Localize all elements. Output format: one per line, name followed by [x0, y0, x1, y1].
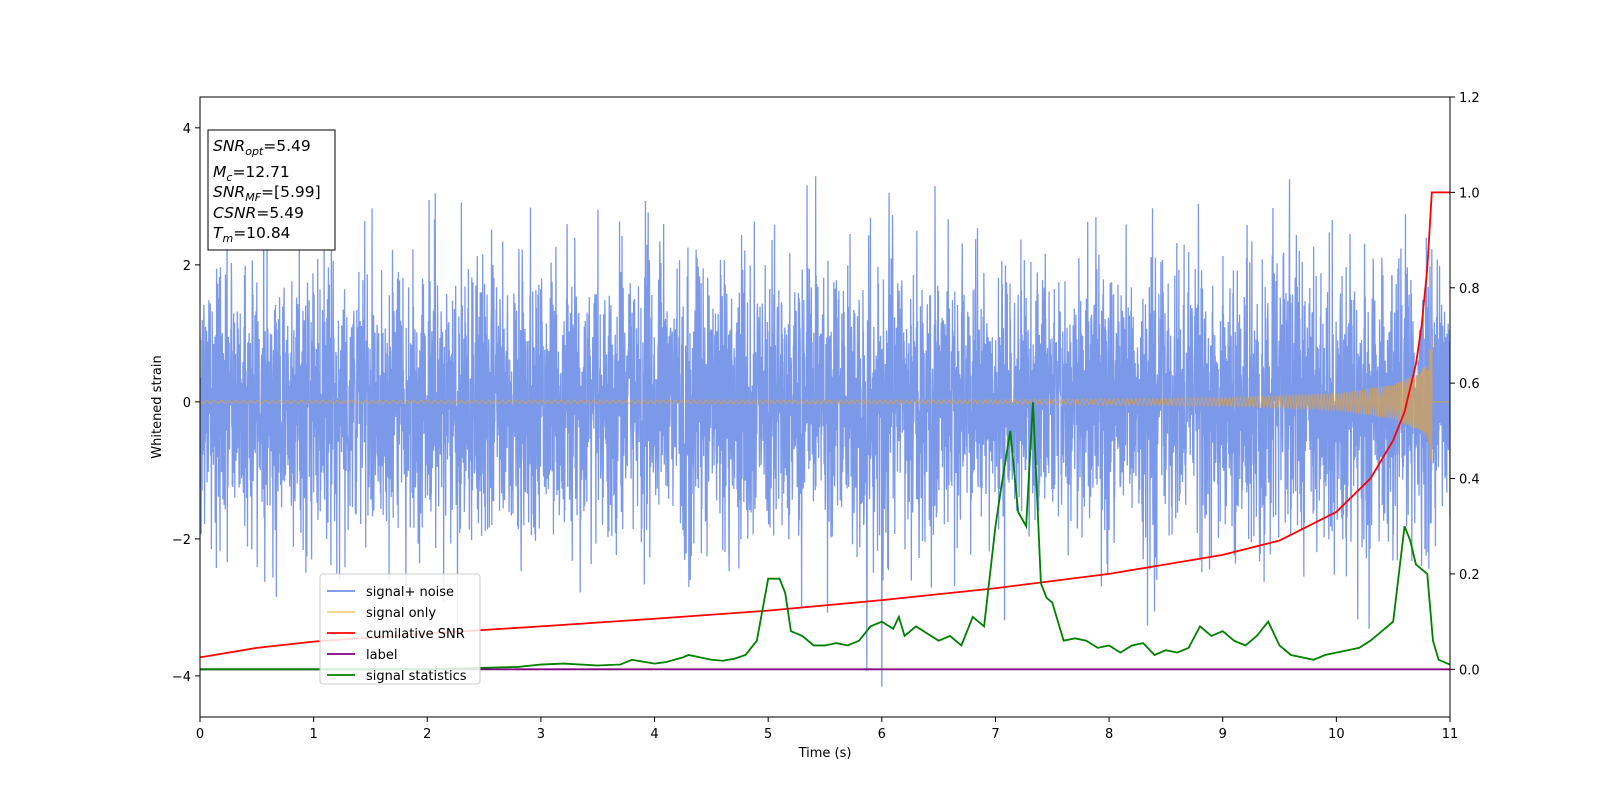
y-right-tick-label: 0.4: [1459, 473, 1480, 488]
annotation-line: SNRopt=5.49: [213, 137, 311, 158]
annotation-subscript: opt: [245, 145, 264, 158]
annotation-value: =10.84: [233, 224, 290, 242]
annotation-box: SNRopt=5.49Mc=12.71SNRMF=[5.99]CSNR=5.49…: [207, 129, 336, 251]
legend-label: signal only: [366, 606, 436, 621]
annotation-symbol: M: [213, 163, 226, 181]
annotation-value: =5.49: [256, 204, 304, 222]
x-axis-label: Time (s): [798, 746, 852, 761]
x-tick-label: 9: [1219, 727, 1227, 742]
y-axis-left: −4 −2 0 2 4: [172, 122, 200, 685]
x-tick-label: 0: [196, 727, 204, 742]
y-left-tick-label: 0: [183, 396, 191, 411]
y-left-tick-label: 4: [183, 122, 191, 137]
y-right-tick-label: 1.0: [1459, 186, 1480, 201]
annotation-subscript: c: [226, 171, 232, 184]
y-axis-right: 0.0 0.2 0.4 0.6 0.8 1.0 1.2: [1450, 91, 1480, 678]
annotation-value: =[5.99]: [261, 183, 321, 201]
y-right-tick-label: 0.2: [1459, 568, 1480, 583]
annotation-line: Mc=12.71: [213, 163, 290, 184]
signal-plus-noise-line: [200, 176, 1450, 687]
annotation-value: =5.49: [263, 137, 311, 155]
signal-only-line: [200, 335, 1450, 469]
x-tick-label: 11: [1442, 727, 1459, 742]
annotation-symbol: T: [213, 224, 224, 242]
annotation-value: =12.71: [232, 163, 289, 181]
y-axis-left-label: Whitened strain: [150, 355, 165, 458]
annotation-line: CSNR=5.49: [213, 204, 304, 222]
annotation-symbol: SNR: [213, 183, 245, 201]
legend-label: cumilative SNR: [366, 627, 465, 642]
y-left-tick-label: −4: [172, 670, 191, 685]
y-right-tick-label: 1.2: [1459, 91, 1480, 106]
legend-label: signal+ noise: [366, 585, 454, 600]
annotation-subscript: MF: [245, 191, 261, 204]
y-right-tick-label: 0.6: [1459, 377, 1480, 392]
annotation-subscript: m: [222, 232, 233, 245]
x-tick-label: 5: [764, 727, 772, 742]
x-tick-label: 1: [309, 727, 317, 742]
annotation-line: Tm=10.84: [213, 224, 291, 245]
x-tick-label: 6: [878, 727, 886, 742]
x-axis: 0 1 2 3 4 5 6 7 8 9 10 11: [196, 717, 1458, 742]
plot-frame: [199, 96, 1451, 718]
annotation-symbol: SNR: [213, 137, 245, 155]
y-right-tick-label: 0.0: [1459, 663, 1480, 678]
x-tick-label: 8: [1105, 727, 1113, 742]
y-right-tick-label: 0.8: [1459, 282, 1480, 297]
annotation-symbol: CSNR: [213, 204, 256, 222]
legend-label: label: [366, 648, 397, 663]
y-left-tick-label: 2: [183, 259, 191, 274]
x-tick-label: 3: [537, 727, 545, 742]
x-tick-label: 4: [650, 727, 658, 742]
x-tick-label: 2: [423, 727, 431, 742]
x-tick-label: 7: [991, 727, 999, 742]
annotation-line: SNRMF=[5.99]: [213, 183, 321, 204]
legend: signal+ noise signal only cumilative SNR la…: [319, 573, 481, 685]
signal-statistics-line: [200, 402, 1450, 671]
legend-label: signal statistics: [366, 669, 467, 684]
x-tick-label: 10: [1328, 727, 1345, 742]
y-left-tick-label: −2: [172, 533, 191, 548]
